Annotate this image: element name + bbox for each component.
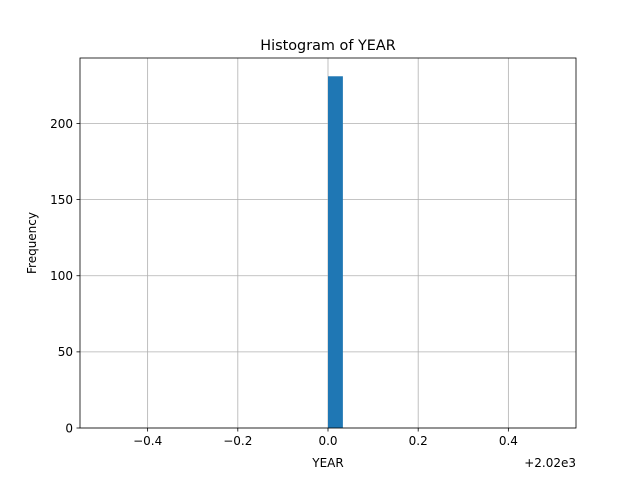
x-tick-label: 0.2 xyxy=(409,434,428,448)
y-tick-label: 0 xyxy=(65,421,73,435)
x-axis-offset-label: +2.02e3 xyxy=(524,456,576,470)
y-axis-label: Frequency xyxy=(25,212,39,274)
y-axis-ticks: 0 50 100 150 200 xyxy=(50,117,80,435)
chart-title: Histogram of YEAR xyxy=(260,38,395,54)
x-tick-label: −0.2 xyxy=(223,434,252,448)
y-tick-label: 200 xyxy=(50,117,73,131)
x-tick-label: −0.4 xyxy=(133,434,162,448)
histogram-bar xyxy=(328,76,343,428)
histogram-bars xyxy=(328,76,343,428)
y-tick-label: 100 xyxy=(50,269,73,283)
x-axis-ticks: −0.4 −0.2 0.0 0.2 0.4 xyxy=(133,428,518,448)
x-axis-label: YEAR xyxy=(311,456,343,470)
x-tick-label: 0.4 xyxy=(499,434,518,448)
x-tick-label: 0.0 xyxy=(318,434,337,448)
y-tick-label: 150 xyxy=(50,193,73,207)
y-tick-label: 50 xyxy=(58,345,73,359)
